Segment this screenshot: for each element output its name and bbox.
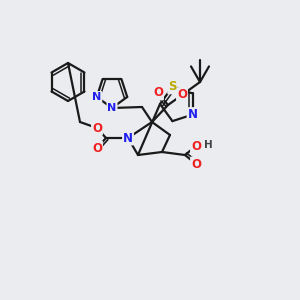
Text: O: O (153, 86, 163, 100)
Text: N: N (92, 92, 101, 102)
Text: O: O (92, 142, 102, 154)
Text: N: N (107, 103, 117, 113)
Text: O: O (92, 122, 102, 134)
Text: S: S (168, 80, 177, 93)
Text: O: O (191, 158, 201, 170)
Text: N: N (123, 131, 133, 145)
Text: H: H (204, 140, 213, 150)
Text: N: N (188, 108, 198, 121)
Text: O: O (191, 140, 201, 152)
Text: O: O (177, 88, 187, 101)
